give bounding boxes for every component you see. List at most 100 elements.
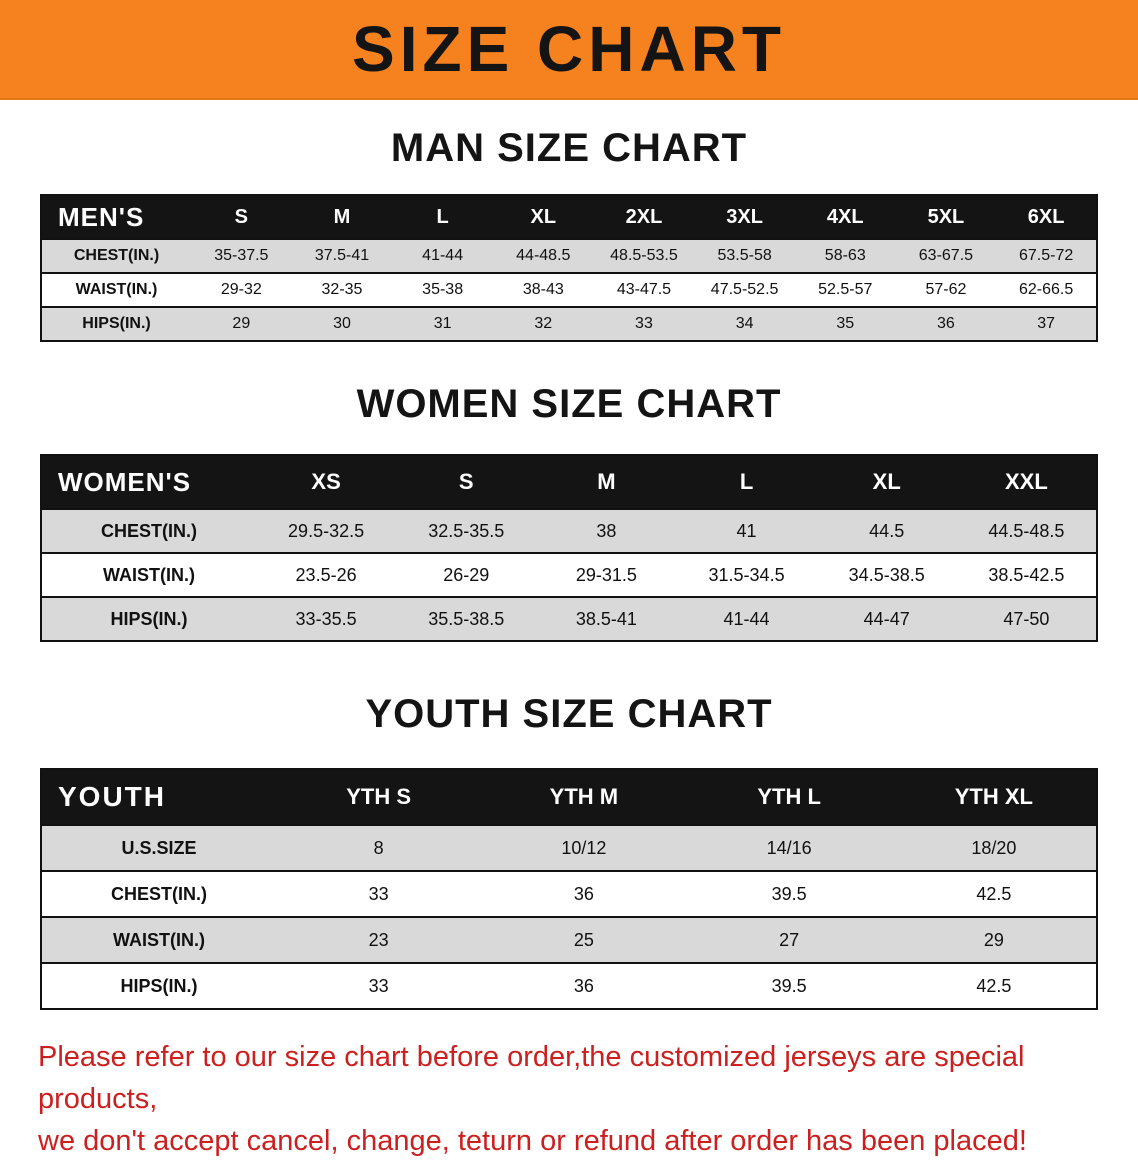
youth-corner-label: YOUTH — [58, 781, 166, 812]
table-cell: 47-50 — [1003, 608, 1050, 629]
man-size-table: MEN'S S M L XL 2XL 3XL 4XL 5XL 6XL CHEST… — [40, 194, 1098, 342]
table-cell: 33 — [635, 315, 653, 332]
table-cell: 35-37.5 — [214, 247, 269, 264]
table-cell: 38.5-41 — [575, 608, 637, 629]
table-row: CHEST(IN.) 35-37.5 37.5-41 41-44 44-48.5… — [41, 239, 1097, 273]
table-cell: 36 — [573, 883, 594, 904]
table-cell: 18/20 — [971, 837, 1017, 858]
table-cell: 37 — [1037, 315, 1056, 332]
disclaimer-note: Please refer to our size chart before or… — [38, 1036, 1100, 1162]
table-row: WAIST(IN.) 23.5-26 26-29 29-31.5 31.5-34… — [41, 553, 1097, 597]
table-cell: 32.5-35.5 — [428, 520, 505, 541]
man-col-header: L — [436, 205, 449, 228]
table-cell: 34.5-38.5 — [848, 564, 925, 585]
table-cell: 62-66.5 — [1018, 281, 1074, 298]
man-col-header: M — [333, 205, 351, 228]
man-col-header: S — [234, 205, 248, 228]
table-cell: 29-32 — [220, 281, 262, 298]
row-label: WAIST(IN.) — [113, 929, 205, 950]
table-cell: 44-48.5 — [516, 247, 571, 264]
women-size-table: WOMEN'S XS S M L XL XXL CHEST(IN.) 29.5-… — [40, 454, 1098, 642]
table-row: U.S.SIZE 8 10/12 14/16 18/20 — [41, 825, 1097, 871]
row-label: HIPS(IN.) — [110, 608, 188, 629]
women-section-heading: WOMEN SIZE CHART — [356, 382, 782, 426]
table-cell: 38 — [596, 520, 617, 541]
table-cell: 35-38 — [422, 281, 464, 298]
women-col-header: M — [597, 469, 616, 494]
row-label: CHEST(IN.) — [111, 883, 207, 904]
man-col-header: XL — [530, 205, 557, 228]
table-cell: 26-29 — [443, 564, 490, 585]
table-cell: 41-44 — [723, 608, 770, 629]
disclaimer-line-2: we don't accept cancel, change, teturn o… — [38, 1125, 1027, 1157]
row-label: HIPS(IN.) — [82, 315, 151, 332]
row-label: WAIST(IN.) — [103, 564, 195, 585]
table-cell: 14/16 — [766, 837, 812, 858]
table-cell: 32-35 — [321, 281, 363, 298]
women-col-header: XL — [872, 469, 901, 494]
table-cell: 10/12 — [561, 837, 607, 858]
size-chart-banner: SIZE CHART — [0, 0, 1138, 100]
table-cell: 41 — [736, 520, 757, 541]
row-label: CHEST(IN.) — [101, 520, 197, 541]
table-cell: 36 — [573, 975, 594, 996]
table-cell: 25 — [573, 929, 594, 950]
women-table-header-row: WOMEN'S XS S M L XL XXL — [41, 455, 1097, 509]
table-cell: 43-47.5 — [616, 281, 672, 298]
table-cell: 38-43 — [522, 281, 564, 298]
table-row: HIPS(IN.) 29 30 31 32 33 34 35 36 37 — [41, 307, 1097, 341]
table-cell: 36 — [937, 315, 955, 332]
row-label: HIPS(IN.) — [120, 975, 198, 996]
women-col-header: XS — [311, 469, 341, 494]
youth-col-header: YTH L — [757, 784, 821, 809]
youth-size-table: YOUTH YTH S YTH M YTH L YTH XL U.S.SIZE … — [40, 768, 1098, 1010]
table-cell: 37.5-41 — [314, 247, 370, 264]
table-cell: 63-67.5 — [918, 247, 974, 264]
table-cell: 33 — [368, 975, 389, 996]
table-row: WAIST(IN.) 23 25 27 29 — [41, 917, 1097, 963]
table-row: HIPS(IN.) 33 36 39.5 42.5 — [41, 963, 1097, 1009]
table-row: CHEST(IN.) 29.5-32.5 32.5-35.5 38 41 44.… — [41, 509, 1097, 553]
women-col-header: L — [739, 469, 754, 494]
table-cell: 47.5-52.5 — [710, 281, 779, 298]
table-cell: 52.5-57 — [818, 281, 873, 298]
banner-title: SIZE CHART — [352, 13, 786, 85]
table-cell: 31.5-34.5 — [708, 564, 785, 585]
man-col-header: 4XL — [826, 205, 864, 228]
women-size-section: WOMEN SIZE CHART WOMEN'S XS S M L XL XXL… — [0, 380, 1138, 642]
table-cell: 34 — [735, 315, 754, 332]
table-cell: 23.5-26 — [295, 564, 357, 585]
man-col-header: 3XL — [726, 205, 763, 228]
row-label: WAIST(IN.) — [75, 281, 158, 298]
table-cell: 42.5 — [976, 883, 1012, 904]
women-col-header: XXL — [1004, 469, 1048, 494]
youth-col-header: YTH M — [549, 784, 619, 809]
table-cell: 58-63 — [824, 247, 866, 264]
table-cell: 44.5 — [869, 520, 905, 541]
table-cell: 30 — [333, 315, 351, 332]
table-cell: 42.5 — [976, 975, 1012, 996]
youth-table-header-row: YOUTH YTH S YTH M YTH L YTH XL — [41, 769, 1097, 825]
table-cell: 29 — [983, 929, 1004, 950]
table-row: HIPS(IN.) 33-35.5 35.5-38.5 38.5-41 41-4… — [41, 597, 1097, 641]
man-section-heading: MAN SIZE CHART — [390, 126, 748, 170]
man-col-header: 2XL — [625, 205, 663, 228]
table-cell: 44-47 — [863, 608, 910, 629]
man-col-header: 6XL — [1027, 205, 1065, 228]
table-row: CHEST(IN.) 33 36 39.5 42.5 — [41, 871, 1097, 917]
table-cell: 39.5 — [771, 975, 807, 996]
table-row: WAIST(IN.) 29-32 32-35 35-38 38-43 43-47… — [41, 273, 1097, 307]
table-cell: 44.5-48.5 — [988, 520, 1065, 541]
youth-size-section: YOUTH SIZE CHART YOUTH YTH S YTH M YTH L… — [0, 690, 1138, 1010]
table-cell: 29-31.5 — [575, 564, 637, 585]
women-corner-label: WOMEN'S — [58, 466, 192, 497]
table-cell: 35.5-38.5 — [428, 608, 505, 629]
row-label: U.S.SIZE — [121, 837, 197, 858]
table-cell: 35 — [836, 315, 855, 332]
table-cell: 67.5-72 — [1018, 247, 1074, 264]
man-corner-label: MEN'S — [58, 201, 145, 232]
youth-col-header: YTH XL — [954, 784, 1033, 809]
table-cell: 57-62 — [925, 281, 967, 298]
disclaimer-line-1: Please refer to our size chart before or… — [38, 1041, 1025, 1115]
table-cell: 48.5-53.5 — [610, 247, 678, 264]
